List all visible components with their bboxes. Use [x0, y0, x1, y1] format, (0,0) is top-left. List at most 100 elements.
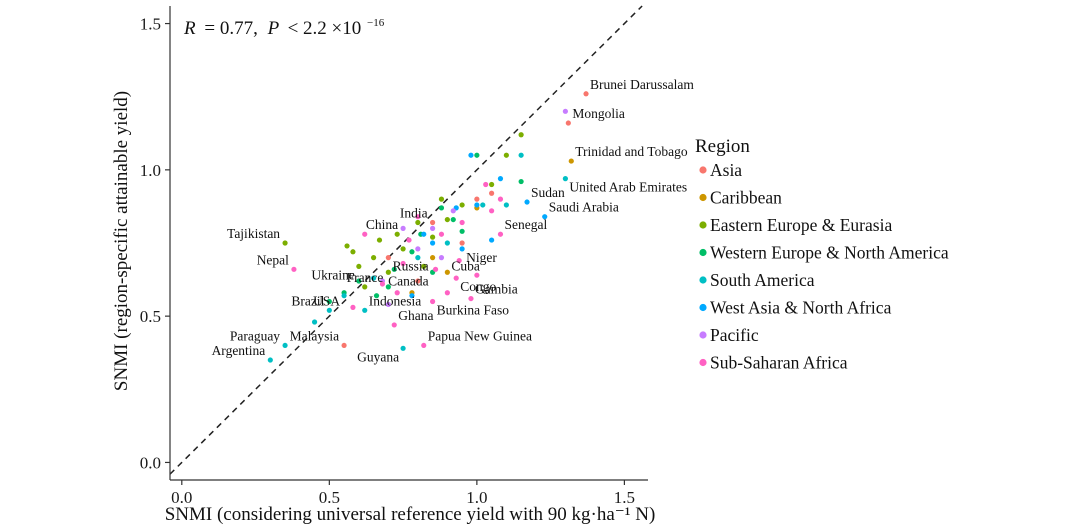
p-exponent: −16	[367, 17, 385, 29]
data-point	[438, 196, 445, 202]
data-point	[562, 108, 568, 114]
data-point	[430, 255, 436, 261]
legend-swatch	[699, 276, 707, 284]
data-point	[459, 202, 465, 208]
data-point	[415, 278, 421, 284]
data-point	[406, 237, 412, 243]
data-point	[282, 240, 288, 246]
legend-swatch	[699, 358, 707, 367]
country-label: Niger	[466, 250, 497, 265]
y-ticks: 0.0 0.5 1.0 1.5	[140, 15, 170, 472]
plot-area	[169, 5, 648, 480]
data-point	[385, 301, 391, 308]
legend-item: South America	[699, 270, 815, 290]
data-point	[421, 231, 427, 237]
legend-swatch	[699, 248, 707, 257]
data-point	[438, 231, 445, 237]
data-point	[468, 295, 474, 302]
country-label: Cuba	[451, 259, 480, 274]
y-tick-label: 1.0	[140, 161, 161, 180]
identity-reference-line	[169, 5, 643, 475]
country-label: Sudan	[531, 185, 565, 200]
axes: 0.0 0.5 1.0 1.5 0.0 0.5 1.0 1.5	[140, 6, 648, 507]
series-sub-saharan-africa	[291, 181, 504, 349]
data-point	[267, 357, 273, 363]
data-point	[385, 269, 391, 275]
legend-label: Caribbean	[710, 188, 782, 208]
data-point	[362, 284, 368, 290]
data-point	[497, 176, 504, 182]
legend-label: Pacific	[710, 325, 759, 345]
data-point	[400, 260, 406, 267]
legend-title: Region	[695, 136, 750, 157]
data-point	[394, 290, 400, 296]
data-point	[385, 284, 391, 290]
data-point	[362, 231, 368, 237]
data-point	[503, 202, 509, 208]
data-point	[480, 202, 486, 208]
series-west-asia-north-africa	[409, 152, 548, 299]
data-point	[450, 216, 456, 223]
country-label: Trinidad and Tobago	[575, 144, 688, 159]
country-label: Papua New Guinea	[428, 328, 532, 343]
country-label: Congo	[460, 279, 496, 294]
legend-item: Asia	[699, 160, 742, 180]
data-point	[409, 293, 415, 299]
x-ticks: 0.0 0.5 1.0 1.5	[171, 480, 635, 507]
x-tick-label: 0.0	[171, 488, 192, 507]
data-point	[432, 266, 439, 272]
country-label: Ukraine	[311, 267, 354, 282]
data-point	[474, 152, 480, 158]
data-point	[394, 231, 400, 237]
legend-swatch	[699, 221, 707, 229]
data-point	[376, 237, 383, 243]
data-point	[415, 214, 421, 220]
p-label: P	[267, 18, 280, 39]
data-point	[444, 269, 450, 275]
country-label: China	[366, 217, 398, 232]
legend-label: Western Europe & North America	[710, 243, 949, 263]
country-label: United Arab Emirates	[569, 180, 687, 195]
data-point	[459, 219, 465, 226]
data-point	[356, 263, 362, 270]
legend-swatch	[699, 166, 707, 174]
data-point	[542, 214, 548, 220]
data-point	[421, 342, 427, 349]
data-point	[489, 181, 495, 188]
data-point	[438, 255, 445, 261]
y-axis-title: SNMI (region-specific attainable yield)	[111, 91, 132, 391]
plot-background	[170, 6, 648, 480]
data-point	[583, 91, 589, 97]
country-label: France	[347, 270, 384, 285]
data-point	[291, 266, 297, 272]
data-point	[350, 304, 356, 310]
legend-label: Asia	[710, 160, 742, 180]
data-point	[341, 293, 347, 299]
legend-item: Sub-Saharan Africa	[699, 353, 848, 373]
data-point	[430, 225, 436, 231]
p-value: < 2.2 ×10	[288, 18, 362, 39]
data-point	[565, 120, 571, 126]
data-point	[459, 246, 465, 252]
country-label: Saudi Arabia	[549, 200, 619, 215]
data-point	[450, 208, 456, 214]
y-tick-label: 0.0	[140, 453, 161, 472]
data-point	[430, 219, 436, 226]
data-point	[344, 243, 350, 249]
data-point	[459, 240, 465, 246]
data-point	[562, 176, 568, 182]
data-point	[415, 255, 421, 261]
data-point	[430, 298, 436, 305]
data-point	[456, 257, 462, 264]
country-label: Tajikistan	[227, 226, 280, 241]
r-label: R	[183, 18, 196, 39]
legend-label: Sub-Saharan Africa	[710, 353, 848, 373]
country-label: USA	[313, 294, 340, 309]
data-point	[421, 263, 427, 270]
country-label: Ghana	[398, 308, 433, 323]
data-point	[430, 240, 436, 246]
data-point	[370, 275, 377, 281]
data-point	[453, 275, 459, 281]
legend-item: Caribbean	[699, 188, 782, 208]
series-pacific	[379, 108, 568, 308]
